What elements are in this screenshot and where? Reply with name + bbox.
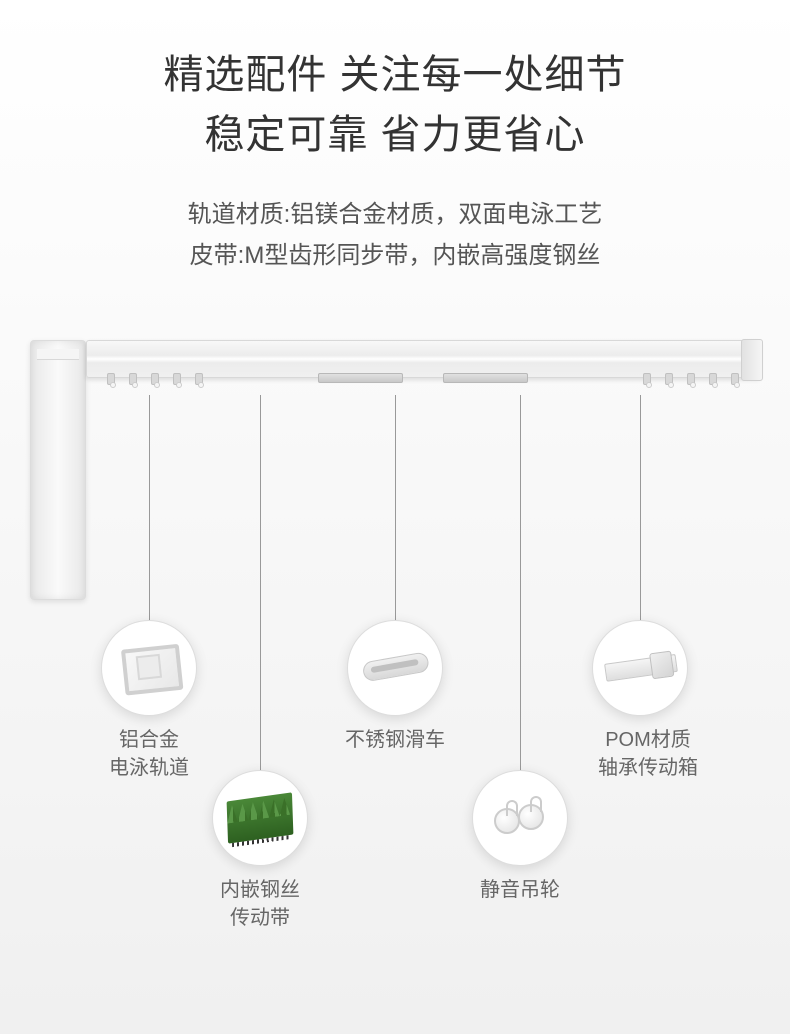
runner xyxy=(709,373,717,385)
callout-circle-belt xyxy=(212,770,308,866)
callout-line-wheel xyxy=(520,395,521,785)
label-text: 电泳轨道 xyxy=(109,757,189,779)
wheel-shape xyxy=(494,808,520,834)
callout-line-track xyxy=(149,395,150,633)
label-text: 不锈钢滑车 xyxy=(345,729,445,751)
label-text: 铝合金 xyxy=(119,729,179,751)
mounting-bracket xyxy=(443,373,528,383)
callout-label-belt: 内嵌钢丝 传动带 xyxy=(220,876,300,932)
headline-line-2: 稳定可靠 省力更省心 xyxy=(0,105,790,165)
callout-label-gearbox: POM材质 轴承传动箱 xyxy=(598,726,698,782)
mounting-bracket xyxy=(318,373,403,383)
pulley-icon xyxy=(361,648,429,689)
callout-circle-track xyxy=(101,620,197,716)
label-text: POM材质 xyxy=(605,729,691,751)
label-text: 轴承传动箱 xyxy=(598,757,698,779)
callout-line-belt xyxy=(260,395,261,785)
callout-label-pulley: 不锈钢滑车 xyxy=(345,726,445,754)
callout-label-track: 铝合金 电泳轨道 xyxy=(109,726,189,782)
runner xyxy=(173,373,181,385)
motor-unit xyxy=(30,340,86,600)
headline: 精选配件 关注每一处细节 稳定可靠 省力更省心 xyxy=(0,0,790,165)
runner xyxy=(107,373,115,385)
runner xyxy=(687,373,695,385)
center-brackets xyxy=(318,373,528,385)
runner xyxy=(643,373,651,385)
headline-line-1: 精选配件 关注每一处细节 xyxy=(0,45,790,105)
gearbox-icon xyxy=(603,648,676,687)
runner-group-left xyxy=(107,373,203,385)
runner xyxy=(151,373,159,385)
belt-icon xyxy=(227,792,294,843)
runner xyxy=(195,373,203,385)
runner xyxy=(129,373,137,385)
subtext-line-2: 皮带:M型齿形同步带，内嵌高强度钢丝 xyxy=(0,236,790,277)
label-text: 静音吊轮 xyxy=(480,879,560,901)
subtext: 轨道材质:铝镁合金材质，双面电泳工艺 皮带:M型齿形同步带，内嵌高强度钢丝 xyxy=(0,195,790,277)
subtext-line-1: 轨道材质:铝镁合金材质，双面电泳工艺 xyxy=(0,195,790,236)
wheel-icon xyxy=(490,796,550,840)
runner xyxy=(665,373,673,385)
wheel-shape xyxy=(518,804,544,830)
rail-end-cap xyxy=(741,339,763,381)
rail-track xyxy=(86,340,760,378)
callout-line-pulley xyxy=(395,395,396,633)
label-text: 内嵌钢丝 xyxy=(220,879,300,901)
runner-group-right xyxy=(643,373,739,385)
runner xyxy=(731,373,739,385)
callout-circle-gearbox xyxy=(592,620,688,716)
callout-label-wheel: 静音吊轮 xyxy=(480,876,560,904)
callout-line-gearbox xyxy=(640,395,641,633)
callout-circle-pulley xyxy=(347,620,443,716)
track-profile-icon xyxy=(117,640,182,696)
callout-circle-wheel xyxy=(472,770,568,866)
label-text: 传动带 xyxy=(230,907,290,929)
